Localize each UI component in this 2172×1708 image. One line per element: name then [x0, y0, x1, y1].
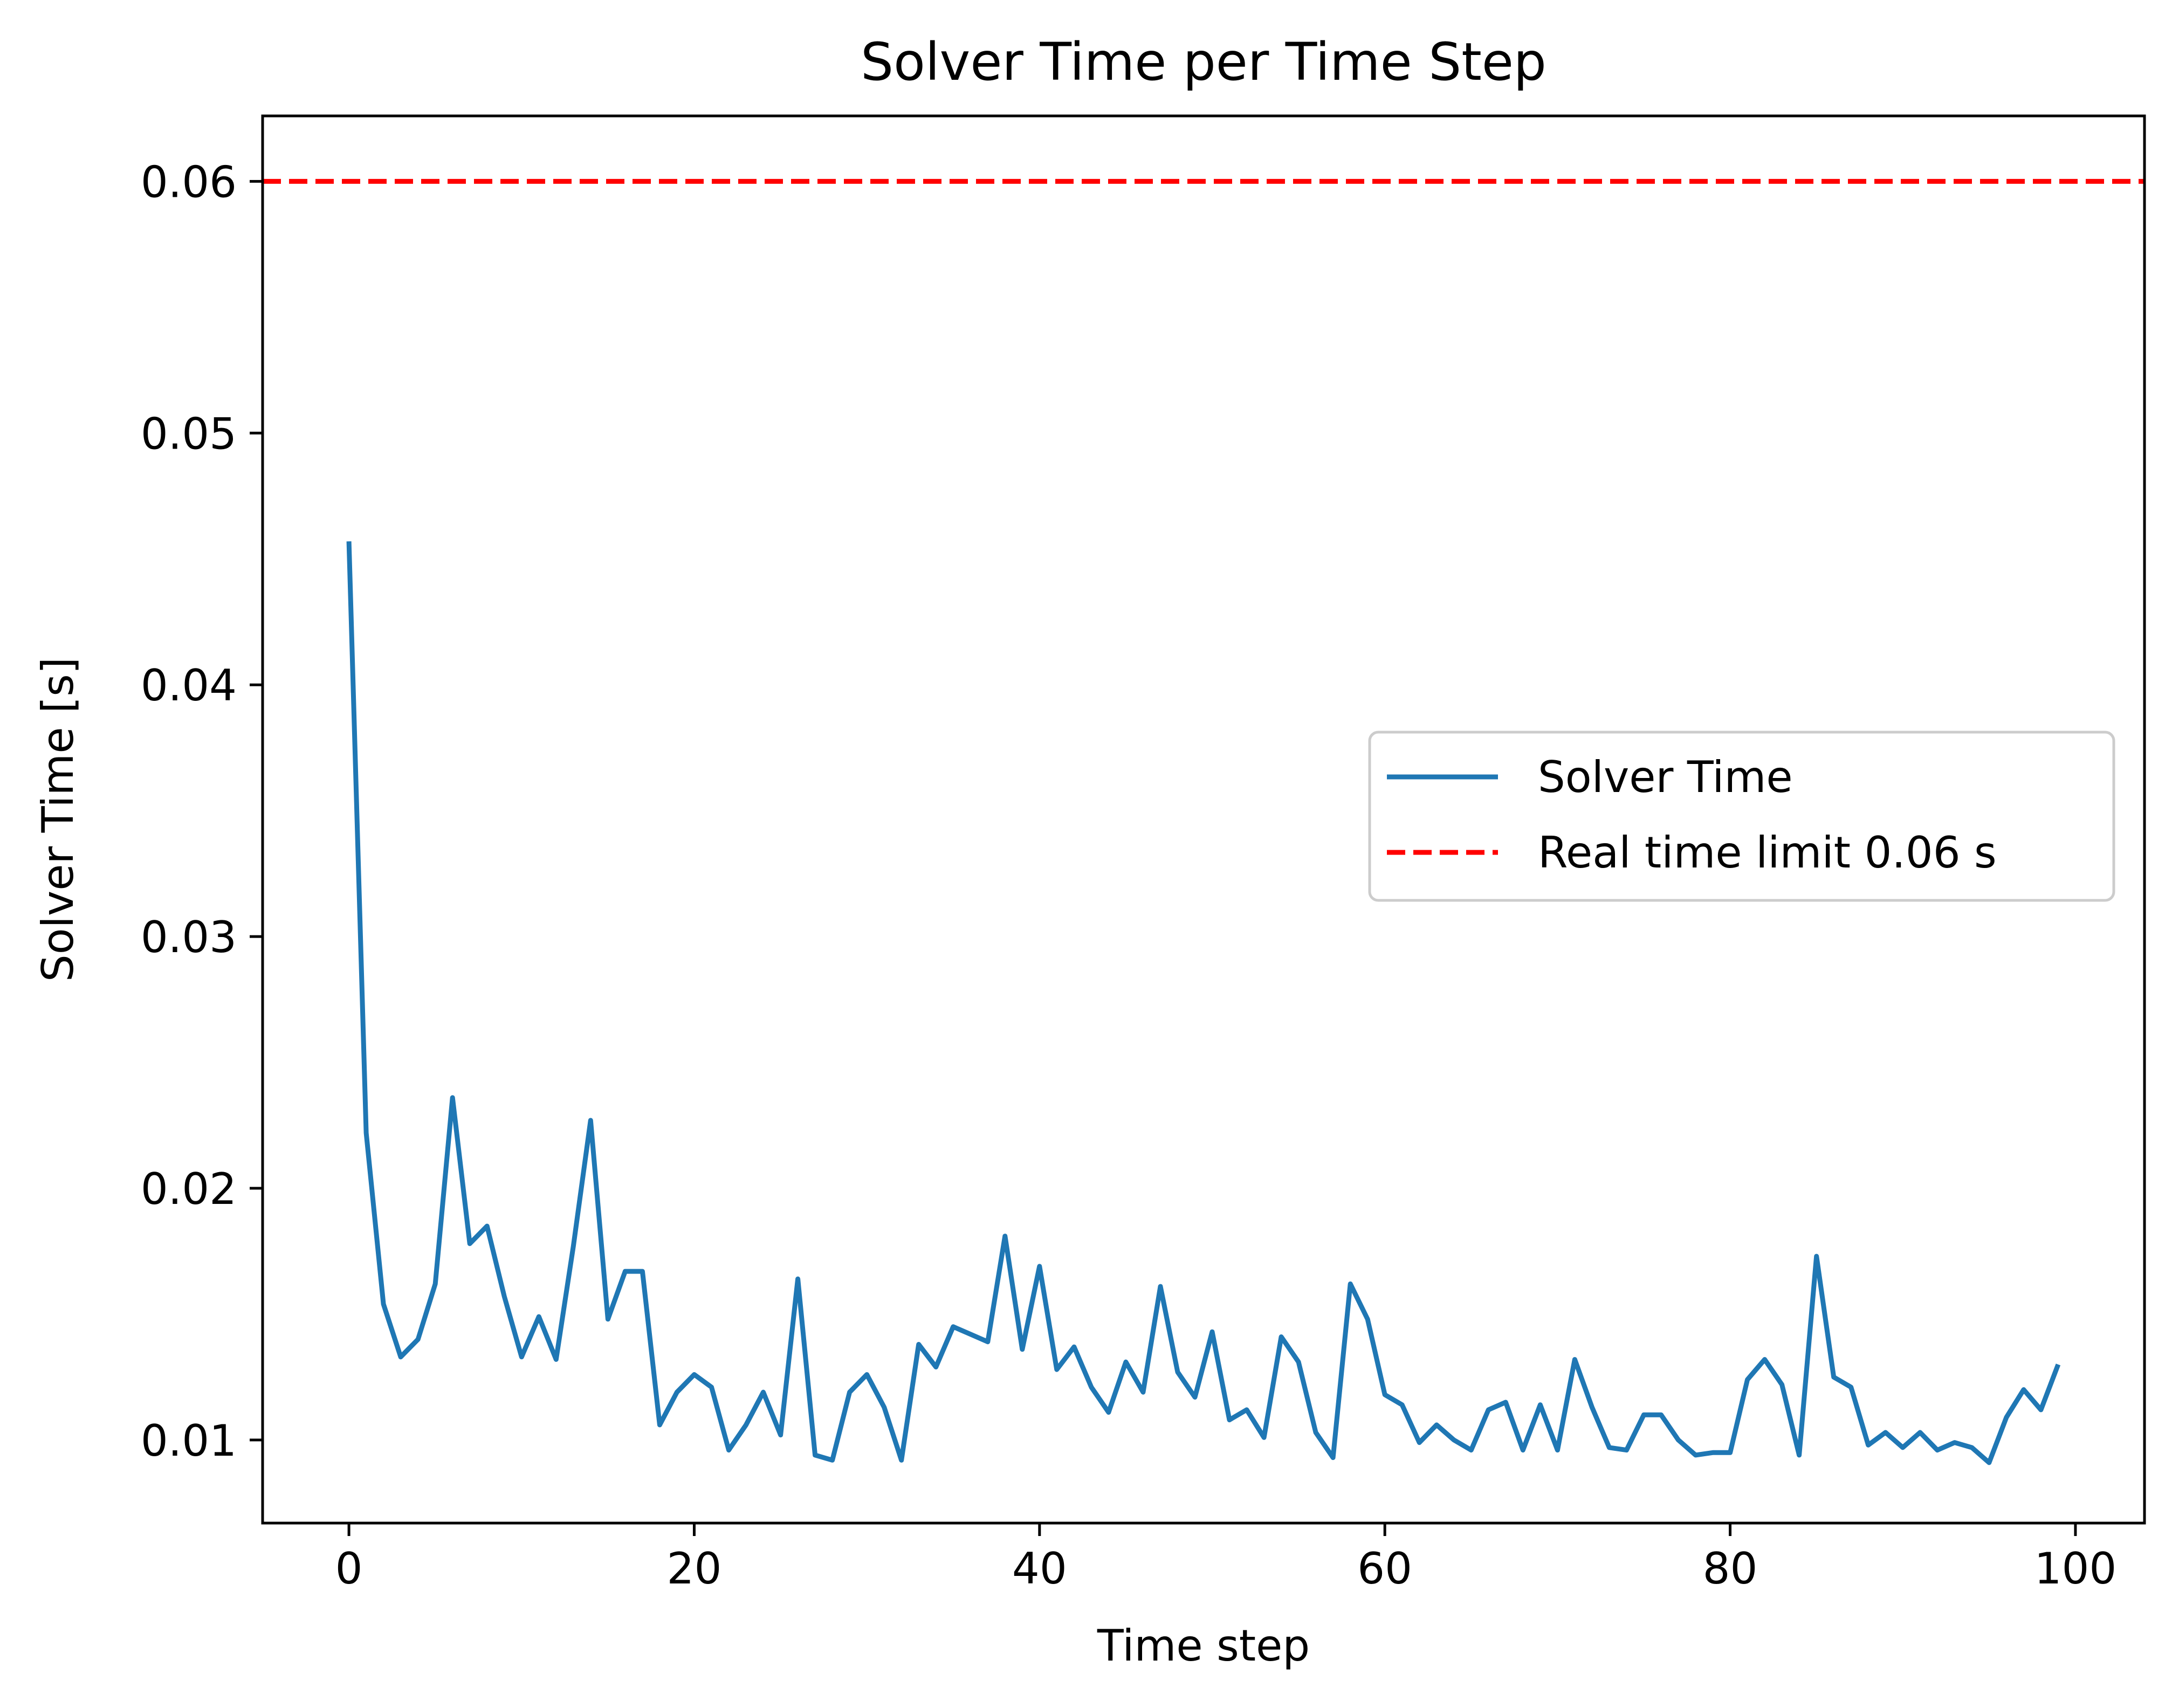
y-tick-label: 0.03: [141, 912, 237, 962]
y-tick-label: 0.05: [141, 409, 237, 459]
y-tick-label: 0.04: [141, 660, 237, 711]
legend-box: [1368, 731, 2115, 902]
x-tick-label: 40: [1012, 1544, 1067, 1594]
y-tick-label: 0.01: [141, 1416, 237, 1466]
y-axis: 0.01 0.02 0.03 0.04 0.05 0.06: [141, 157, 263, 1466]
chart-title: Solver Time per Time Step: [861, 32, 1546, 92]
x-axis-label: Time step: [1097, 1621, 1310, 1671]
x-axis: 0 20 40 60 80 100: [335, 1523, 2117, 1594]
legend: Solver Time Real time limit 0.06 s: [1368, 731, 2115, 902]
plot-area: [263, 178, 2144, 1465]
y-axis-label: Solver Time [s]: [33, 657, 83, 982]
series-solver-time-line: [346, 541, 2061, 1465]
y-tick-label: 0.06: [141, 157, 237, 207]
x-tick-label: 0: [335, 1544, 363, 1594]
legend-label-real-time-limit: Real time limit 0.06 s: [1538, 828, 1997, 878]
y-tick-label: 0.02: [141, 1164, 237, 1214]
x-tick-label: 20: [667, 1544, 722, 1594]
x-tick-label: 80: [1703, 1544, 1758, 1594]
legend-label-solver-time: Solver Time: [1538, 752, 1793, 802]
axes-frame: [261, 114, 2146, 1525]
x-tick-label: 60: [1357, 1544, 1412, 1594]
x-tick-label: 100: [2034, 1544, 2117, 1594]
